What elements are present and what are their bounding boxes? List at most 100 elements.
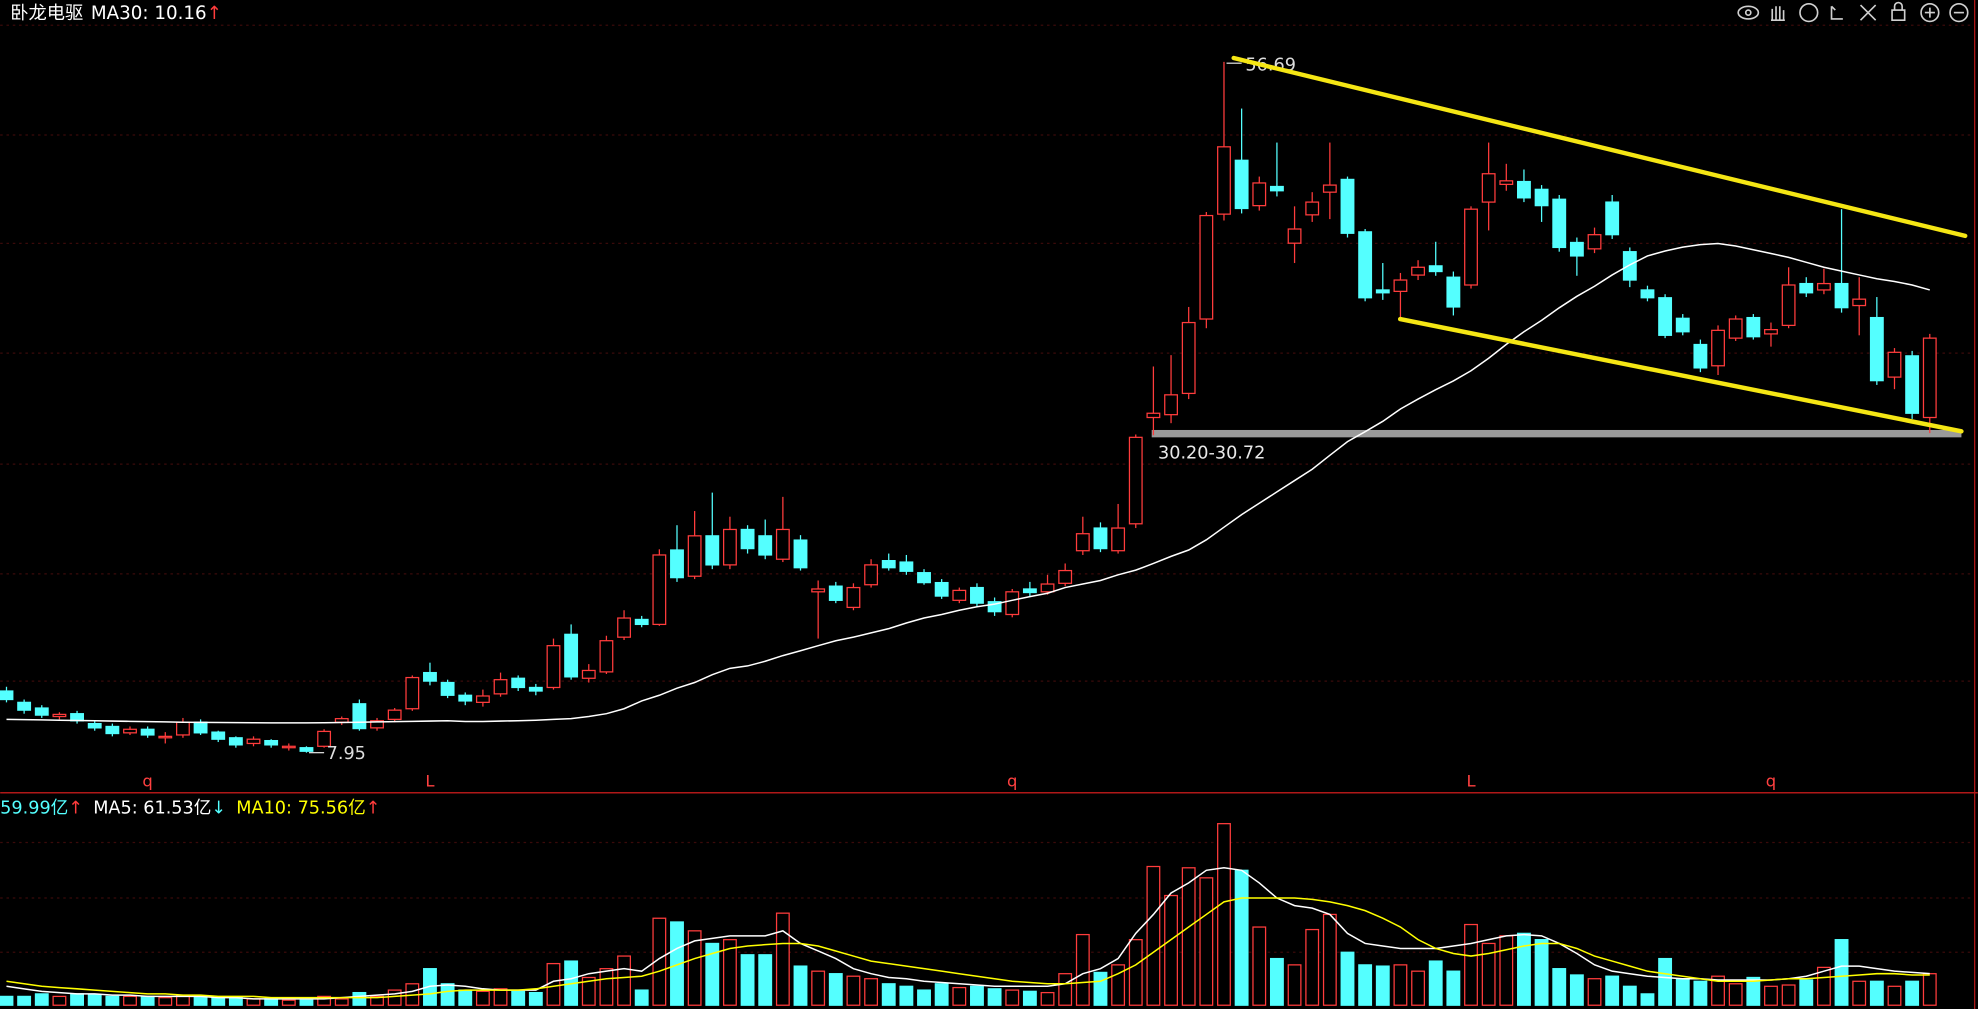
volume-bar xyxy=(952,986,967,1006)
volume-bar xyxy=(687,930,702,1006)
candle-body xyxy=(758,535,773,556)
volume-bar xyxy=(634,989,649,1006)
support-label: 30.20-30.72 xyxy=(1158,444,1265,464)
candle-body xyxy=(1728,318,1743,339)
legend-entry: MA5: 61.53亿 xyxy=(93,797,211,818)
candle-body xyxy=(1552,198,1567,249)
volume-bar xyxy=(34,993,49,1006)
volume-bar xyxy=(1305,928,1320,1006)
volume-bar xyxy=(1128,939,1143,1006)
candle-body xyxy=(970,586,984,604)
legend-arrow: ↓ xyxy=(211,798,226,818)
candle-body xyxy=(634,618,649,626)
eye-icon[interactable] xyxy=(1737,5,1760,20)
toolbar xyxy=(1737,1,1969,23)
volume-bar xyxy=(670,921,684,1006)
volume-bar xyxy=(1093,971,1108,1006)
candle-body xyxy=(264,739,279,746)
candle-body xyxy=(34,707,49,716)
volume-bar xyxy=(123,995,137,1006)
volume-bar xyxy=(1693,980,1708,1006)
candle-body xyxy=(846,586,861,609)
volume-bar xyxy=(864,978,879,1006)
candle-body xyxy=(1093,527,1108,550)
volume-bar xyxy=(1022,990,1037,1006)
candle-body xyxy=(1605,201,1620,236)
zoom-out-icon[interactable] xyxy=(1949,2,1969,23)
ma-line xyxy=(6,867,1930,1000)
ma-line xyxy=(6,242,1930,724)
volume-bar xyxy=(1640,993,1655,1006)
candle-body xyxy=(1128,436,1143,525)
volume-bar xyxy=(705,942,720,1006)
candle-body xyxy=(1058,569,1073,584)
volume-bar xyxy=(1340,951,1355,1006)
volume-bar xyxy=(722,939,737,1006)
volume-bar xyxy=(881,983,896,1006)
volume-bar xyxy=(387,989,402,1006)
volume-bar xyxy=(1499,935,1514,1006)
volume-bar xyxy=(1569,974,1584,1006)
zoom-in-icon[interactable] xyxy=(1920,2,1940,23)
candle-body xyxy=(211,731,226,740)
volume-bar xyxy=(546,962,561,1006)
candle-body xyxy=(1446,276,1461,308)
volume-bar xyxy=(1728,983,1743,1006)
volume-bar xyxy=(917,989,931,1006)
candle-body xyxy=(387,709,402,720)
candle-body xyxy=(352,703,367,730)
candle-body xyxy=(1234,159,1249,210)
candle-body xyxy=(1693,343,1708,369)
volume-bar xyxy=(317,995,332,1006)
candle-body xyxy=(317,730,332,747)
lock-icon[interactable] xyxy=(1891,9,1906,21)
candle-body xyxy=(1146,412,1161,419)
candle-body xyxy=(793,539,808,569)
volume-bar xyxy=(1622,985,1637,1006)
volume-bar xyxy=(828,973,843,1006)
trend-lines xyxy=(1231,55,1968,434)
volume-bar xyxy=(281,999,296,1006)
candle-body xyxy=(670,549,684,579)
volume-bar xyxy=(740,954,755,1006)
volume-bar xyxy=(193,995,208,1006)
candle-body xyxy=(423,671,437,682)
cut-icon[interactable] xyxy=(1859,4,1877,21)
support-zone xyxy=(1151,429,1962,438)
candle-body xyxy=(1799,282,1814,294)
play-icon[interactable] xyxy=(1799,2,1819,23)
undo-icon[interactable] xyxy=(1830,5,1843,20)
candle-body xyxy=(1852,298,1867,307)
volume-bar xyxy=(1252,926,1267,1006)
volume-bar xyxy=(1040,991,1055,1006)
volume-bar xyxy=(1446,970,1461,1006)
candle-body xyxy=(1340,178,1355,234)
volume-bar xyxy=(1552,968,1567,1006)
volume-bar xyxy=(1375,965,1390,1006)
volume-bar xyxy=(934,983,949,1006)
candle-body xyxy=(1764,329,1778,335)
volume-bar xyxy=(264,998,279,1006)
candle-body xyxy=(1569,241,1584,257)
volume-bar xyxy=(811,970,826,1006)
upper-trend-line xyxy=(1231,55,1968,239)
volume-bar xyxy=(246,998,261,1006)
volume-bar xyxy=(370,995,384,1006)
candle-body xyxy=(1111,527,1126,552)
volume-bar xyxy=(17,995,32,1006)
x-tick-label: q xyxy=(1007,771,1017,790)
volume-bar xyxy=(1058,973,1073,1006)
candle-body xyxy=(158,735,173,739)
candle-body xyxy=(1905,355,1920,414)
candle-body xyxy=(140,728,155,736)
hand-icon[interactable] xyxy=(1770,6,1785,21)
volume-bar xyxy=(52,995,67,1006)
candle-body xyxy=(881,560,896,569)
candle-body xyxy=(1887,351,1902,378)
volume-bar xyxy=(1234,869,1249,1006)
grid xyxy=(0,24,1975,953)
volume-bar xyxy=(1411,970,1426,1006)
candle-body xyxy=(1658,297,1673,336)
